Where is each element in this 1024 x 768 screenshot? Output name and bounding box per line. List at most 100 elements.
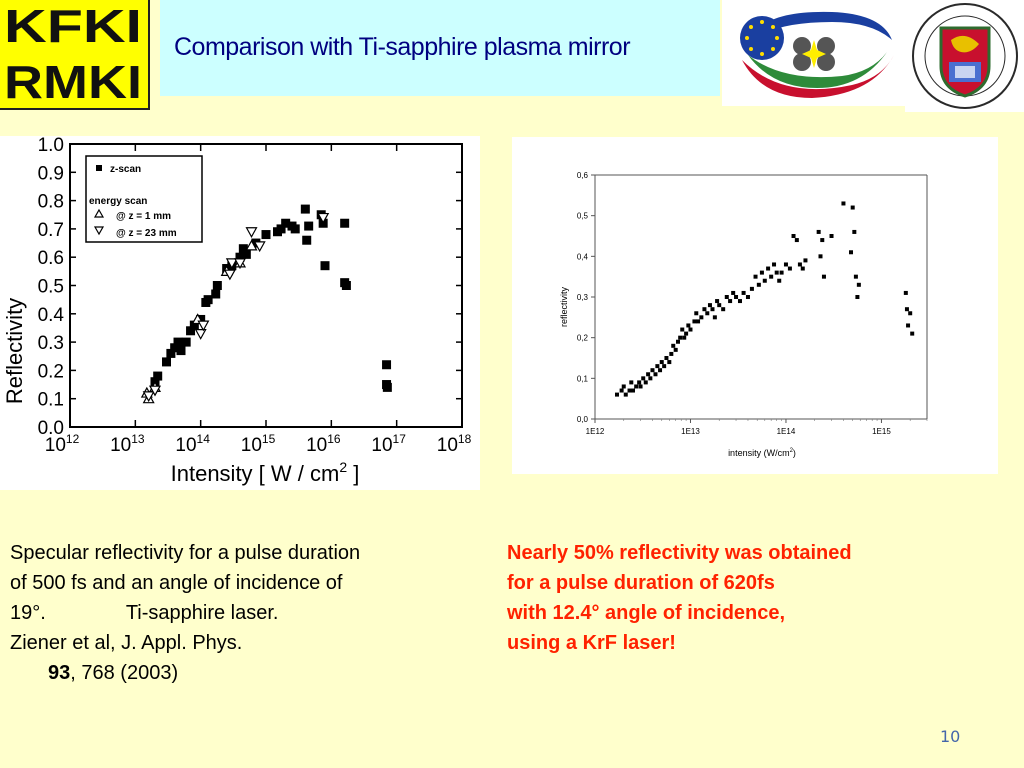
zscan-point [304,221,314,231]
krf-data-point [797,262,802,267]
energy-scan-23mm-point [142,391,155,403]
y-tick-label: 0.5 [38,277,64,298]
krf-data-point [680,327,685,332]
krf-data-point [715,299,720,304]
kfki-rmki-logo: KFKI RMKI [0,0,150,110]
zscan-point [382,382,392,392]
krf-data-point [852,229,857,234]
krf-data-point [692,319,697,324]
y-tick-label: 0,3 [577,293,589,302]
left-caption-volume-number: 93 [48,662,71,684]
y-tick-label: 0,4 [577,252,589,261]
x-axis-label-sup: 2 [339,459,347,475]
krf-data-point [637,380,642,385]
krf-data-point [855,295,860,299]
x-axis-label-close: ] [347,461,359,486]
x-tick-label: 1E13 [681,427,700,436]
logo-kfki-text: KFKI [4,0,142,52]
krf-data-point [641,376,646,381]
krf-data-point [717,303,722,308]
eu-logo-graphic [740,11,894,98]
y-tick-label: 0.3 [38,333,64,354]
x-axis-label-main: Intensity [ W / cm [171,461,340,486]
krf-data-point [818,254,823,259]
zscan-point [340,218,350,228]
left-chart-panel: 0.0 0.1 0.2 0.3 0.4 0.5 0.6 0.7 0.8 0.9 1.0 1012 10… [0,135,480,490]
zscan-point [241,249,251,259]
krf-data-point [627,388,632,393]
energy-scan-23mm-point [317,212,330,224]
krf-data-point [734,295,739,299]
krf-data-point [653,372,658,377]
krf-data-point [688,327,693,332]
krf-data-point [712,315,717,320]
krf-data-point [638,384,643,389]
zscan-point [302,235,312,245]
zscan-point [320,261,330,271]
krf-data-point [772,262,777,267]
y-axis-label: reflectivity [559,287,569,328]
krf-data-point [699,315,704,320]
krf-data-point [794,238,799,243]
krf-data-point [619,388,624,393]
krf-data-point [903,290,908,295]
krf-data-point [745,295,750,299]
zscan-point [181,337,191,347]
zscan-point [153,371,163,381]
x-axis-label-sup: 2 [790,448,794,454]
krf-data-point [630,388,635,393]
legend-box [85,155,203,243]
y-tick-label: 0,5 [577,212,589,221]
zscan-point [170,343,180,353]
slide-title: Comparison with Ti-sapphire plasma mirro… [174,33,631,61]
zscan-point [211,289,221,299]
legend-z1mm-label: @ z = 1 mm [116,211,171,222]
zscan-point [281,218,291,228]
zscan-point [341,281,351,290]
krf-data-point [678,335,683,340]
krf-data-point [906,323,911,328]
x-tick-label: 1017 [371,432,406,456]
krf-data-point [816,229,821,234]
right-caption: Nearly 50% reflectivity was obtained for… [507,538,1007,658]
krf-data-point [646,372,651,377]
x-tick-label: 1E15 [872,427,891,436]
krf-data-point [615,392,620,397]
krf-data-point [710,307,715,312]
kfki-logo-graphic: KFKI RMKI [0,0,146,108]
krf-data-point [853,274,858,279]
szeged-university-crest [905,0,1024,112]
krf-data-point [684,331,689,336]
left-caption-line3: 19°. Ti-sapphire laser. [10,598,480,628]
y-tick-label: 1.0 [38,136,64,156]
krf-data-point [675,339,680,344]
zscan-point [290,224,300,234]
zscan-point [162,357,172,367]
krf-data-point [658,368,663,373]
zscan-point [173,337,183,347]
krf-data-point [629,380,634,385]
y-tick-label: 0.6 [38,248,64,269]
krf-data-point [669,351,674,356]
y-tick-label: 0.9 [38,163,64,184]
x-axis-label-close: ) [793,448,796,458]
legend-down-triangle-marker [93,226,105,236]
krf-data-point [766,266,771,271]
zscan-point [300,204,310,214]
krf-data-point [741,290,746,295]
krf-data-point [774,270,779,275]
krf-data-point [800,266,805,271]
krf-data-point [667,360,672,365]
legend-z23mm-label: @ z = 23 mm [116,228,177,239]
zscan-point [276,224,286,234]
krf-data-point [696,319,701,324]
krf-data-point [904,307,909,312]
right-caption-line1: Nearly 50% reflectivity was obtained [507,542,852,564]
krf-data-point [829,234,834,238]
krf-data-point [664,356,669,360]
krf-data-point [648,376,653,381]
crest-graphic [912,3,1018,109]
logo-rmki-text: RMKI [4,56,142,106]
krf-data-point [849,250,854,255]
zscan-point [186,326,196,336]
